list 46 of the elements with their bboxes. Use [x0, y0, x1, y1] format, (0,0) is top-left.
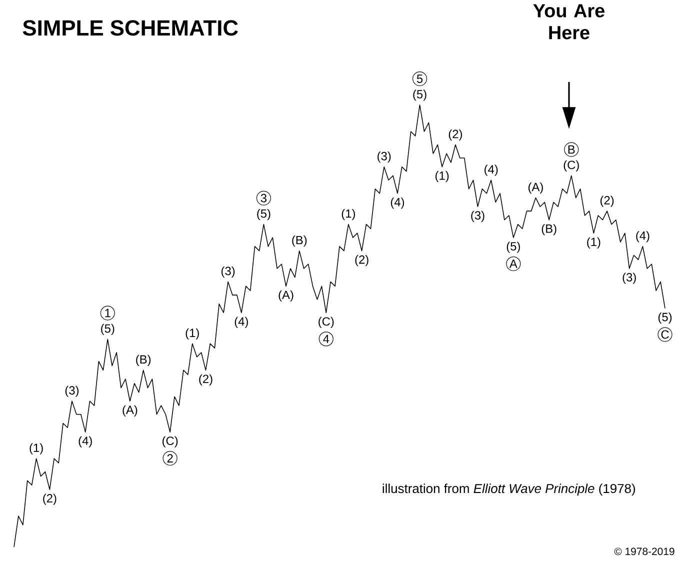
annotation: (2) [600, 196, 614, 207]
annotation: (2) [355, 255, 368, 266]
annotation: 4 [323, 334, 330, 344]
annotation: (4) [78, 436, 92, 448]
chart-title: SIMPLE SCHEMATIC [22, 20, 238, 36]
annotation: (1) [587, 237, 600, 248]
text: (5) [413, 90, 426, 101]
text: © 1978-2019 [614, 548, 674, 556]
annotation: A [509, 260, 518, 268]
annotation: 3 [260, 194, 267, 202]
annotation: (3) [471, 210, 484, 222]
annotation: (1) [435, 171, 449, 182]
annotation: (4) [484, 164, 498, 176]
annotation: (3) [221, 266, 235, 278]
annotation: (3) [622, 272, 636, 284]
annotation: (1) [186, 328, 199, 340]
annotation: (C) [162, 436, 178, 448]
annotation: 2 [167, 454, 173, 462]
annotation: (5) [658, 312, 672, 324]
annotation: (B) [542, 224, 556, 236]
annotation: (C) [564, 160, 579, 172]
annotation: C [661, 330, 669, 339]
annotation: B [568, 145, 575, 154]
annotation: 1 [105, 308, 110, 318]
annotation: (C) [318, 316, 334, 328]
annotation: (4) [390, 198, 404, 209]
annotation: (4) [636, 231, 650, 242]
annotation: (5) [101, 324, 114, 336]
annotation: (1) [30, 443, 43, 454]
annotation: (2) [43, 494, 56, 505]
annotation: (5) [506, 242, 520, 253]
text: 5 [416, 74, 423, 83]
annotation: (A) [122, 405, 138, 416]
annotation: (2) [448, 129, 462, 141]
annotation: (4) [234, 316, 248, 328]
annotation: (3) [378, 152, 391, 163]
annotation: (B) [292, 236, 307, 247]
annotation: (A) [528, 182, 543, 194]
text: You Are Here [533, 4, 604, 40]
annotation: (3) [65, 386, 79, 397]
annotation: (B) [136, 354, 151, 366]
annotation: illustration from Elliott Wave Principle (1978) [382, 484, 635, 496]
annotation: (5) [257, 209, 270, 220]
annotation: (2) [199, 374, 212, 386]
annotation: (A) [278, 290, 294, 302]
annotation: (1) [342, 209, 355, 220]
